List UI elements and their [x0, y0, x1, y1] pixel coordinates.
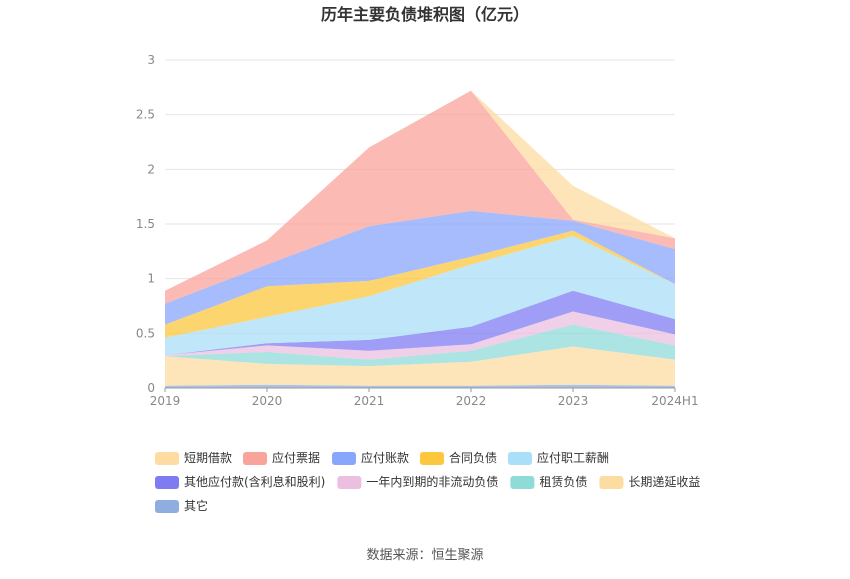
- data-source: 数据来源：恒生聚源: [366, 548, 483, 563]
- legend-item[interactable]: 其它: [155, 498, 208, 513]
- area-series-9: [165, 90, 675, 291]
- legend-swatch: [332, 452, 356, 465]
- legend-label: 一年内到期的非流动负债: [366, 474, 498, 489]
- x-axis: 2019 2020 2021 2022 2023 2024H1: [150, 387, 699, 408]
- legend-item[interactable]: 应付职工薪酬: [508, 450, 609, 465]
- legend-swatch: [155, 476, 179, 489]
- chart-title: 历年主要负债堆积图（亿元）: [321, 5, 529, 24]
- y-tick-label: 2.5: [136, 108, 155, 122]
- legend-item[interactable]: 一年内到期的非流动负债: [337, 474, 498, 489]
- legend-label: 应付职工薪酬: [537, 450, 609, 465]
- y-tick-label: 0: [147, 381, 155, 395]
- legend-item[interactable]: 长期递延收益: [599, 475, 700, 489]
- y-tick-label: 0.5: [136, 326, 155, 340]
- legend-label: 短期借款: [184, 451, 232, 465]
- legend-item[interactable]: 租赁负债: [510, 475, 587, 489]
- area-series: [165, 90, 675, 388]
- legend-label: 其它: [184, 498, 208, 513]
- legend-swatch: [599, 476, 624, 489]
- legend-label: 应付票据: [272, 450, 320, 465]
- area-series-5: [165, 236, 675, 356]
- legend-label: 应付账款: [361, 450, 409, 465]
- area-series-0: [165, 384, 675, 388]
- legend-item[interactable]: 应付账款: [332, 450, 409, 465]
- legend-swatch: [243, 452, 267, 465]
- legend-swatch: [337, 476, 362, 489]
- x-tick-label: 2019: [150, 394, 181, 408]
- legend-item[interactable]: 其他应付款(含利息和股利): [155, 474, 325, 489]
- area-series-7: [165, 210, 675, 325]
- legend-swatch: [420, 452, 444, 465]
- y-tick-label: 2: [147, 162, 155, 176]
- y-tick-label: 1.5: [136, 217, 155, 231]
- area-series-3: [165, 311, 675, 360]
- legend-item[interactable]: 应付票据: [243, 450, 320, 465]
- x-tick-label: 2021: [354, 394, 385, 408]
- legend-item[interactable]: 短期借款: [155, 451, 232, 465]
- legend-swatch: [510, 476, 535, 489]
- area-series-8: [165, 90, 675, 304]
- x-tick-label: 2022: [456, 394, 487, 408]
- area-series-6: [165, 230, 675, 338]
- x-tick-label: 2024H1: [651, 394, 698, 408]
- y-axis: 0 0.5 1 1.5 2 2.5 3: [136, 53, 155, 395]
- legend-label: 长期递延收益: [628, 475, 700, 489]
- area-series-4: [165, 290, 675, 356]
- x-tick-label: 2023: [558, 394, 589, 408]
- legend-swatch: [155, 500, 179, 513]
- legend-label: 合同负债: [449, 450, 497, 465]
- legend-swatch: [155, 452, 179, 465]
- area-series-2: [165, 324, 675, 367]
- y-tick-label: 3: [147, 53, 155, 67]
- legend-item[interactable]: 合同负债: [420, 450, 497, 465]
- legend-swatch: [508, 452, 532, 465]
- legend-label: 租赁负债: [539, 475, 587, 489]
- x-tick-label: 2020: [252, 394, 283, 408]
- area-series-1: [165, 346, 675, 386]
- y-tick-label: 1: [147, 272, 155, 286]
- legend-label: 其他应付款(含利息和股利): [184, 474, 325, 489]
